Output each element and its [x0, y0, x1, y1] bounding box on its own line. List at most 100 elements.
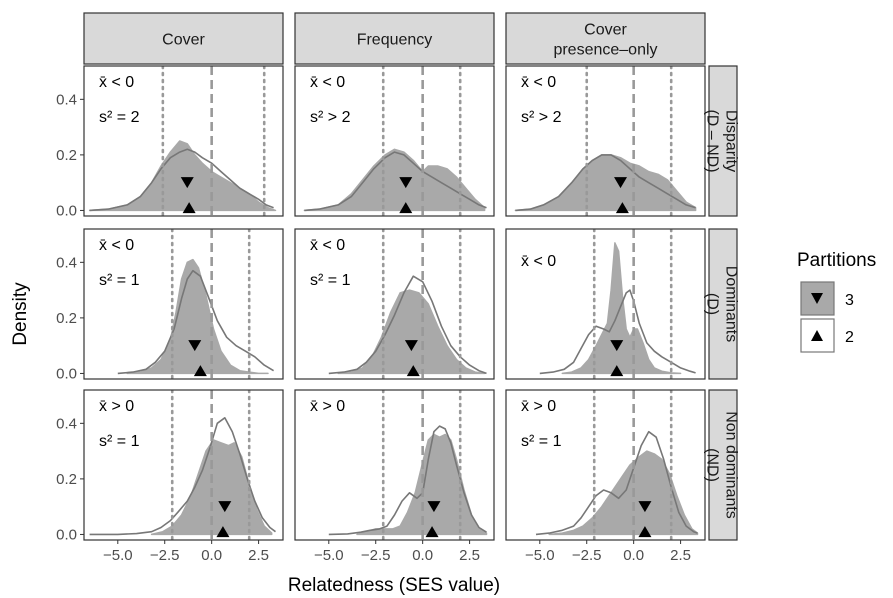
panel-annotation: x̄ < 0 — [99, 237, 134, 254]
strip-top-label: Frequency — [357, 32, 433, 49]
panel-border — [83, 65, 284, 217]
legend-title: Partitions — [797, 250, 876, 271]
mean-marker-partition-2 — [425, 526, 439, 538]
panel-annotation: x̄ < 0 — [521, 253, 556, 270]
x-tick-label: 0.0 — [623, 547, 644, 564]
y-tick-label: 0.2 — [56, 310, 77, 327]
axes-layer: 0.0 0.2 0.4 0.0 0.2 0.4 0.0 0.2 0.4 −5.0 −2.5 0.0 2.… — [56, 91, 691, 564]
mean-marker-partition-2 — [406, 365, 420, 377]
panel-border — [505, 389, 706, 541]
strip-top-0: Cover — [83, 12, 284, 65]
panel-border — [505, 65, 706, 217]
panel-plot-area — [514, 66, 697, 216]
x-tick-label: −5.0 — [314, 547, 344, 564]
mean-marker-partition-3 — [610, 340, 624, 352]
x-tick-label: 2.5 — [248, 547, 269, 564]
mean-marker-partition-3 — [404, 340, 418, 352]
y-tick-label: 0.0 — [56, 202, 77, 219]
x-tick-label: 0.0 — [201, 547, 222, 564]
strip-top-1: Frequency — [294, 12, 495, 65]
mean-marker-partition-2 — [399, 202, 413, 214]
strip-right-label: (ND) — [704, 448, 721, 482]
y-tick-label: 0.2 — [56, 147, 77, 164]
y-tick-label: 0.4 — [56, 415, 77, 432]
panel-plot-area — [328, 390, 488, 540]
strip-right-1: Dominants(D) — [704, 228, 740, 380]
panel-r0-c2: x̄ < 0 s² > 2 — [505, 65, 706, 217]
strip-right-text: Dominants(D) — [704, 266, 740, 342]
panel-annotation: s² > 2 — [521, 109, 562, 126]
legend-triangle-down-icon — [811, 293, 823, 304]
x-tick-label: −5.0 — [103, 547, 133, 564]
mean-marker-partition-3 — [188, 340, 202, 352]
panel-annotation: s² = 2 — [99, 109, 140, 126]
panel-plot-area — [328, 229, 487, 379]
strip-top-label: presence–only — [553, 42, 657, 59]
x-tick-label: 2.5 — [459, 547, 480, 564]
density-area-partition-3 — [150, 439, 273, 536]
y-tick-label: 0.2 — [56, 471, 77, 488]
mean-marker-partition-3 — [180, 177, 194, 189]
legend-triangle-up-icon — [811, 330, 823, 341]
strip-right-text: Non dominants(ND) — [704, 411, 740, 519]
panel-annotation: x̄ > 0 — [521, 398, 556, 415]
y-tick-label: 0.0 — [56, 526, 77, 543]
panel-r2-c1: x̄ > 0 — [294, 389, 495, 541]
panel-border — [294, 65, 495, 217]
panel-r0-c0: x̄ < 0 s² = 2 — [83, 65, 284, 217]
panel-border — [83, 389, 284, 541]
panel-annotation: s² > 2 — [310, 109, 351, 126]
panel-annotation: s² = 1 — [310, 272, 351, 289]
strip-right-2: Non dominants(ND) — [704, 389, 740, 541]
legend: Partitions 3 2 — [797, 250, 876, 353]
strip-right-text: Disparity(D – ND) — [704, 109, 740, 172]
panel-border — [83, 228, 284, 380]
mean-marker-partition-3 — [399, 177, 413, 189]
mean-marker-partition-2 — [193, 365, 207, 377]
density-area-partition-3 — [303, 148, 486, 212]
strip-top-2: Cover presence–only — [505, 12, 706, 65]
density-line-partition-2 — [515, 154, 696, 212]
panel-plot-area — [88, 66, 277, 216]
panels-layer: x̄ < 0s² = 2x̄ < 0s² > 2x̄ < 0s² > 2x̄ <… — [83, 65, 706, 541]
y-axis-title: Density — [10, 282, 31, 346]
strip-top-bg — [83, 12, 284, 65]
density-line-partition-2 — [328, 275, 487, 375]
panel-plot-area — [117, 229, 275, 379]
panel-r1-c1: x̄ < 0 s² = 1 — [294, 228, 495, 380]
panel-annotation: x̄ > 0 — [310, 398, 345, 415]
strip-right-0: Disparity(D – ND) — [704, 65, 740, 217]
panel-r2-c2: x̄ > 0 s² = 1 — [505, 389, 706, 541]
y-tick-label: 0.4 — [56, 91, 77, 108]
panel-plot-area — [89, 390, 276, 540]
strip-right-label: Dominants — [723, 266, 740, 342]
strip-top-label: Cover — [162, 32, 205, 49]
panel-r2-c0: x̄ > 0 s² = 1 — [83, 389, 284, 541]
strip-top-bg — [505, 12, 706, 65]
y-tick-label: 0.0 — [56, 365, 77, 382]
legend-label-2: 2 — [845, 329, 854, 346]
strips-layer: Cover Frequency Cover presence–only Disparit… — [83, 12, 740, 541]
strip-right-label: Non dominants — [723, 411, 740, 519]
panel-annotation: x̄ < 0 — [310, 74, 345, 91]
strip-top-label: Cover — [584, 22, 627, 39]
density-line-partition-2 — [89, 417, 276, 536]
panel-border — [294, 228, 495, 380]
strip-right-bg — [708, 228, 738, 380]
panel-annotation: s² = 1 — [99, 433, 140, 450]
panel-border — [294, 389, 495, 541]
panel-annotation: x̄ > 0 — [99, 398, 134, 415]
x-axis-title: Relatedness (SES value) — [288, 575, 500, 596]
mean-marker-partition-2 — [615, 202, 629, 214]
mean-marker-partition-2 — [216, 526, 230, 538]
density-line-partition-2 — [539, 289, 696, 375]
strip-right-label: (D – ND) — [704, 109, 721, 172]
panel-annotation: s² = 1 — [521, 433, 562, 450]
panel-r1-c2: x̄ < 0 — [505, 228, 706, 380]
legend-label-3: 3 — [845, 292, 854, 309]
density-line-partition-2 — [117, 269, 275, 375]
strip-right-bg — [708, 65, 738, 217]
density-line-partition-2 — [89, 148, 274, 212]
mean-marker-partition-3 — [427, 501, 441, 513]
